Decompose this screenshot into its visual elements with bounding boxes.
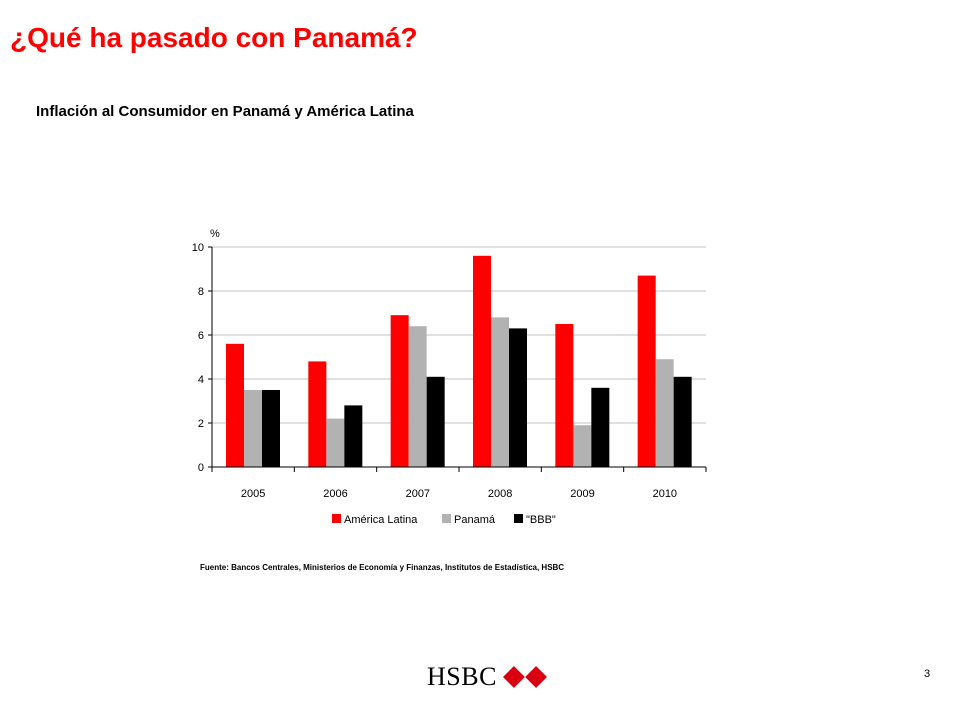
bar	[473, 255, 491, 467]
y-tick-label: 0	[198, 462, 204, 474]
legend-swatch	[442, 514, 451, 523]
y-tick-label: 6	[198, 330, 204, 342]
bar	[491, 317, 509, 467]
bar	[509, 328, 527, 467]
legend-label: América Latina	[344, 514, 418, 526]
bar	[262, 390, 280, 467]
slide-title: ¿Qué ha pasado con Panamá?	[10, 22, 418, 53]
y-tick-label: 4	[198, 374, 204, 386]
source-note: Fuente: Bancos Centrales, Ministerios de…	[200, 563, 565, 572]
bar	[408, 326, 427, 467]
x-tick-label: 2006	[323, 488, 347, 500]
bar	[326, 418, 345, 467]
bar	[573, 425, 592, 467]
x-tick-label: 2005	[241, 488, 265, 500]
hsbc-hexagon-icon	[502, 666, 547, 688]
bar	[637, 275, 656, 467]
y-axis-label: %	[210, 228, 220, 240]
chart-subtitle: Inflación al Consumidor en Panamá y Amér…	[36, 103, 414, 120]
bar	[673, 376, 692, 467]
bar	[555, 324, 574, 467]
bar	[426, 376, 445, 467]
bar	[591, 387, 610, 467]
x-tick-label: 2009	[570, 488, 594, 500]
legend-label: Panamá	[454, 514, 496, 526]
logo-text: HSBC	[427, 662, 497, 691]
page-number: 3	[924, 668, 931, 680]
bar	[308, 361, 327, 467]
x-tick-label: 2010	[653, 488, 677, 500]
bar	[226, 343, 244, 467]
hsbc-logo: HSBC	[427, 662, 547, 692]
y-tick-label: 10	[192, 242, 204, 254]
legend-label: "BBB"	[526, 514, 556, 526]
bar	[344, 405, 363, 467]
bar	[655, 359, 674, 467]
bar	[390, 315, 409, 467]
legend-swatch	[514, 514, 523, 523]
x-tick-label: 2008	[488, 488, 512, 500]
y-tick-label: 8	[198, 286, 204, 298]
inflation-bar-chart: 0 2 4 6 8 10% 2005 2006 2007 2008 2009 2010 América …	[192, 228, 707, 526]
legend-swatch	[332, 514, 341, 523]
y-tick-label: 2	[198, 418, 204, 430]
bar	[244, 390, 262, 467]
x-tick-label: 2007	[406, 488, 430, 500]
